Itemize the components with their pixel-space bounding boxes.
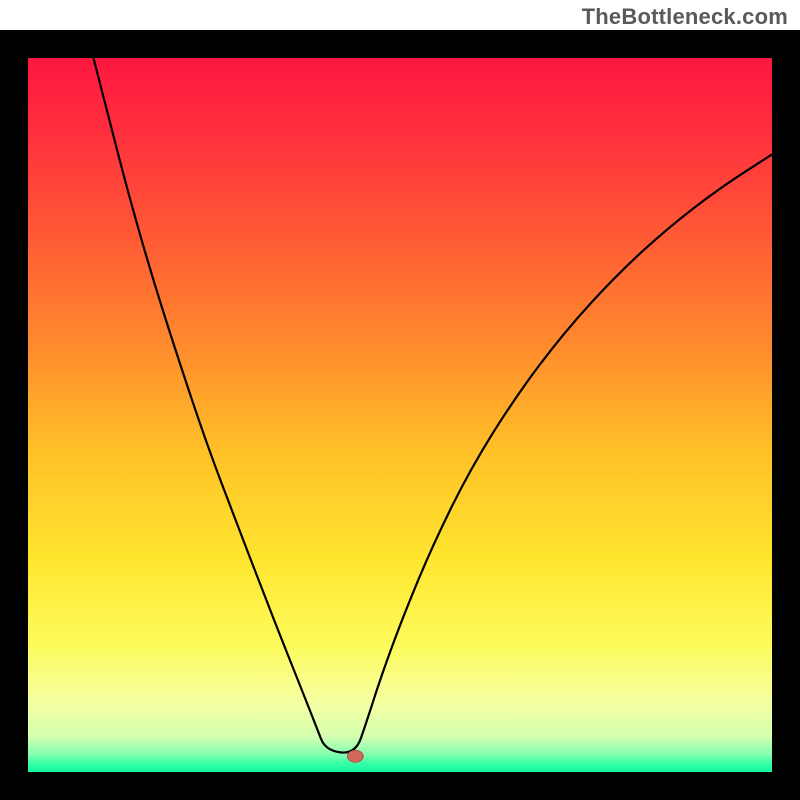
chart-container: TheBottleneck.com bbox=[0, 0, 800, 800]
plot-area bbox=[28, 58, 772, 772]
plot-svg bbox=[28, 58, 772, 772]
plot-background bbox=[28, 58, 772, 772]
optimum-marker bbox=[347, 750, 363, 762]
watermark-text: TheBottleneck.com bbox=[582, 4, 788, 30]
